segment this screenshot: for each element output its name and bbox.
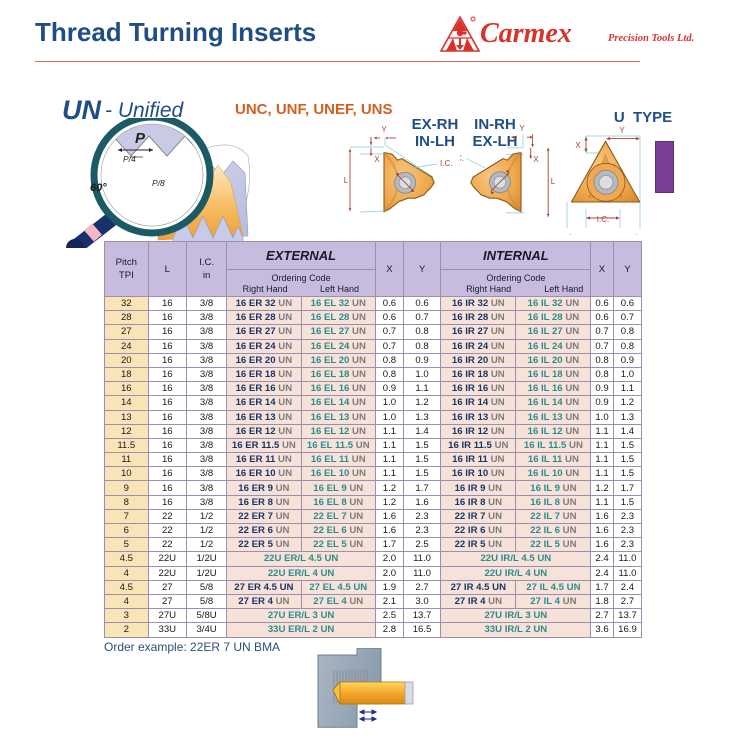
svg-text:L: L [551,177,556,186]
svg-text:I.C.: I.C. [460,154,464,163]
svg-text:X: X [575,141,581,150]
svg-text:L: L [601,234,606,235]
svg-text:L: L [344,176,349,185]
svg-text:P/8: P/8 [152,178,165,188]
svg-text:P: P [135,130,146,147]
svg-text:I.C.: I.C. [440,159,452,168]
svg-text:P/4: P/4 [123,154,136,164]
svg-text:I.C.: I.C. [597,215,609,224]
svg-text:Y: Y [619,126,625,135]
svg-text:X: X [374,155,380,164]
svg-text:Y: Y [519,125,525,133]
svg-text:X: X [533,155,539,164]
svg-text:60°: 60° [90,182,107,194]
svg-text:Y: Y [381,125,387,134]
